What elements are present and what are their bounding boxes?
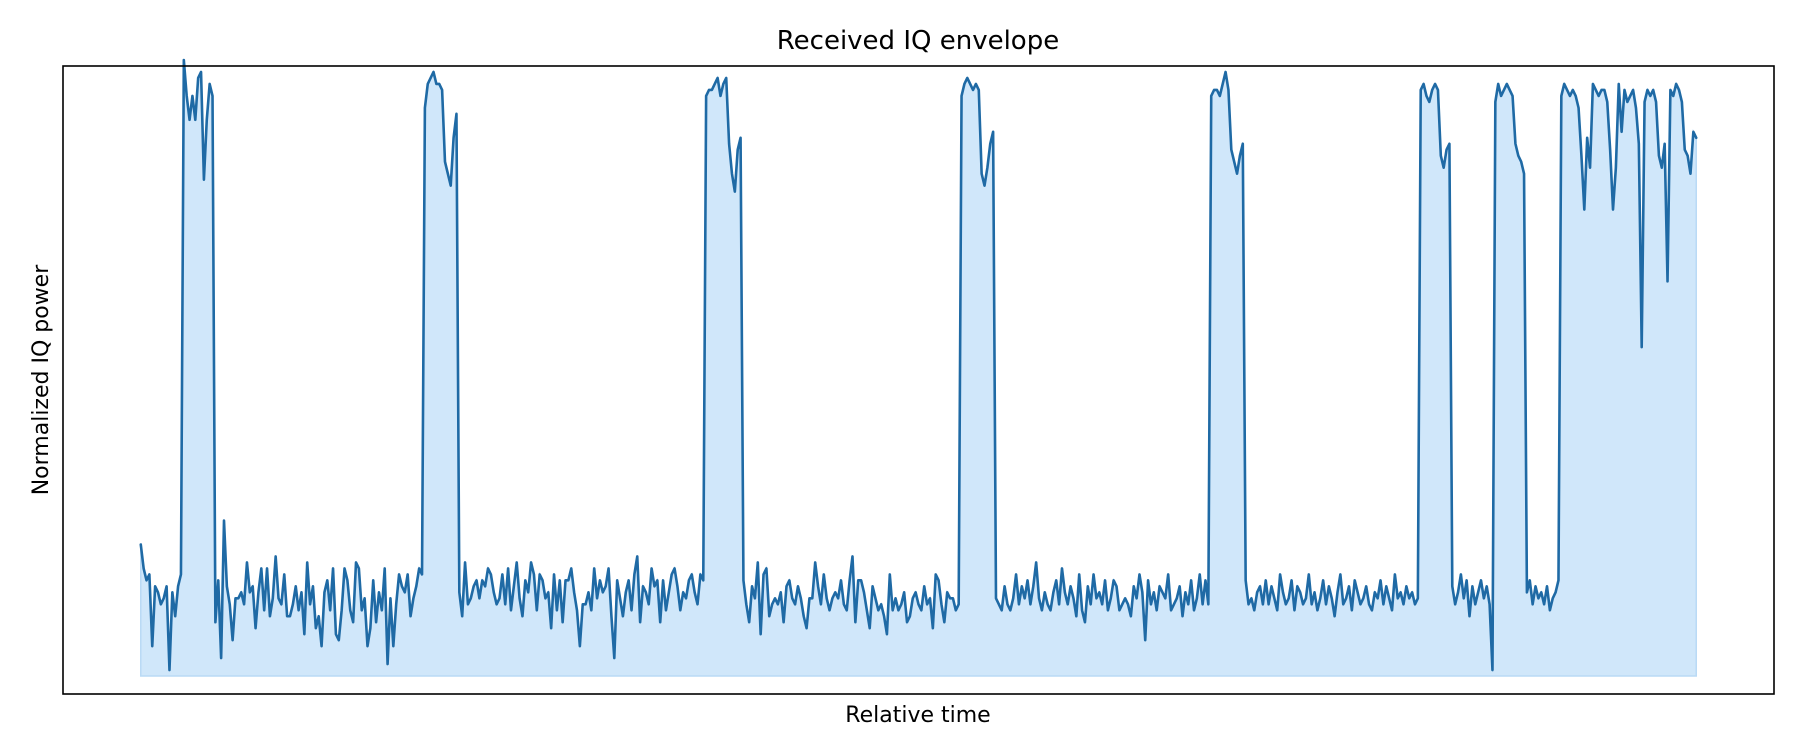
plot-area xyxy=(139,58,1698,677)
envelope-series-line xyxy=(139,58,1698,672)
chart-title: Received IQ envelope xyxy=(777,26,1059,56)
y-axis-label: Normalized IQ power xyxy=(29,264,54,496)
plot-frame xyxy=(62,65,1775,695)
x-axis-label: Relative time xyxy=(845,703,990,728)
